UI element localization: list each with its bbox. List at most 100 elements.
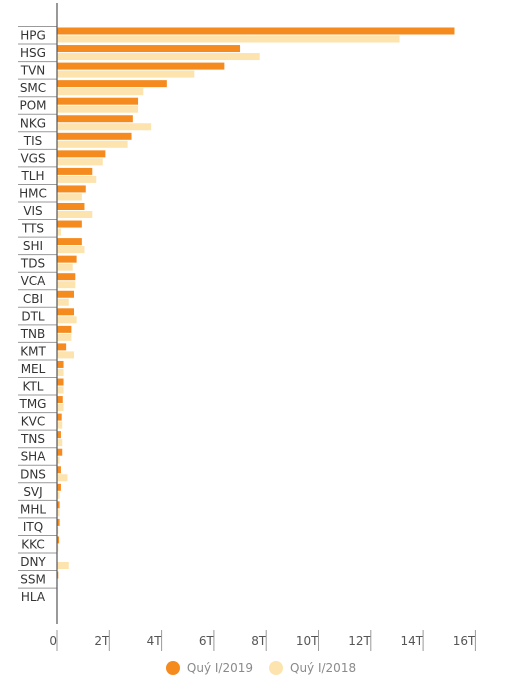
category-label-dns: DNS [20, 467, 46, 481]
x-tick-label-14t: 14T [400, 634, 423, 648]
bar-2018-hsg[interactable] [57, 53, 260, 61]
category-label-tlh: TLH [20, 169, 44, 183]
bar-2018-mel[interactable] [57, 368, 64, 376]
bar-2019-hpg[interactable] [57, 27, 455, 35]
category-label-tnb: TNB [20, 327, 46, 341]
bar-2018-tds[interactable] [57, 263, 73, 271]
bar-2018-dns[interactable] [57, 474, 68, 482]
category-label-shi: SHI [23, 239, 43, 253]
x-tick-label-2t: 2T [94, 634, 110, 648]
category-label-mel: MEL [21, 362, 46, 376]
legend-swatch-2019 [165, 661, 180, 675]
bar-2019-tmg[interactable] [57, 396, 63, 404]
x-tick-label-4t: 4T [147, 634, 163, 648]
bar-2018-tmg[interactable] [57, 404, 64, 412]
bar-2018-itq[interactable] [57, 526, 59, 534]
bar-2019-mel[interactable] [57, 360, 64, 368]
legend-label-2018: Quý I/2018 [290, 661, 357, 675]
category-label-pom: POM [19, 99, 46, 113]
bar-2019-svj[interactable] [57, 483, 61, 491]
bar-2018-tis[interactable] [57, 140, 128, 148]
category-label-tts: TTS [21, 222, 44, 236]
bar-2019-pom[interactable] [57, 97, 139, 105]
category-label-kvc: KVC [21, 415, 45, 429]
category-label-cbi: CBI [23, 292, 43, 306]
bar-2018-kmt[interactable] [57, 351, 74, 359]
bar-2019-kmt[interactable] [57, 343, 67, 351]
bar-2019-ssm[interactable] [57, 571, 59, 579]
bar-2019-vca[interactable] [57, 273, 76, 281]
bar-2018-kvc[interactable] [57, 421, 63, 429]
x-tick-label-6t: 6T [199, 634, 215, 648]
bar-2018-vca[interactable] [57, 281, 76, 289]
bar-2019-sha[interactable] [57, 448, 63, 456]
bar-2018-kkc[interactable] [57, 544, 59, 552]
bar-2019-tis[interactable] [57, 132, 132, 140]
category-label-sha: SHA [21, 450, 47, 464]
legend-item-2018[interactable]: Quý I/2018 [269, 661, 356, 675]
bar-2019-kvc[interactable] [57, 413, 62, 421]
category-label-hmc: HMC [19, 186, 47, 200]
bar-2019-smc[interactable] [57, 80, 167, 88]
category-label-tmg: TMG [19, 397, 47, 411]
bar-2018-pom[interactable] [57, 105, 139, 113]
category-label-vgs: VGS [20, 151, 45, 165]
bar-2018-svj[interactable] [57, 491, 60, 499]
bar-2019-hsg[interactable] [57, 45, 241, 53]
bar-2019-shi[interactable] [57, 238, 82, 246]
bar-2019-tts[interactable] [57, 220, 82, 228]
bar-2018-dny[interactable] [57, 562, 69, 569]
bar-2018-tns[interactable] [57, 439, 63, 447]
bar-2018-smc[interactable] [57, 88, 144, 96]
bar-2018-mhl[interactable] [57, 509, 60, 517]
bar-2019-hmc[interactable] [57, 185, 86, 193]
bar-2019-cbi[interactable] [57, 290, 74, 298]
bar-2018-tvn[interactable] [57, 70, 195, 78]
category-label-tds: TDS [20, 257, 45, 271]
bar-2018-tnb[interactable] [57, 333, 72, 341]
bar-2019-tnb[interactable] [57, 325, 72, 333]
bar-2018-nkg[interactable] [57, 123, 152, 131]
bar-2019-dtl[interactable] [57, 308, 74, 316]
x-tick-label-0: 0 [49, 634, 57, 648]
bar-2018-vis[interactable] [57, 211, 93, 218]
category-label-dny: DNY [20, 555, 46, 569]
bar-2018-hmc[interactable] [57, 193, 82, 201]
category-label-itq: ITQ [23, 520, 43, 534]
legend-item-2019[interactable]: Quý I/2019 [165, 661, 253, 675]
bar-2019-vgs[interactable] [57, 150, 106, 158]
bar-2018-vgs[interactable] [57, 158, 103, 166]
category-label-tis: TIS [23, 134, 43, 148]
bar-2018-tlh[interactable] [57, 175, 97, 183]
category-label-nkg: NKG [20, 116, 46, 130]
bar-2018-sha[interactable] [57, 456, 60, 464]
bar-2019-tds[interactable] [57, 255, 77, 263]
category-label-dtl: DTL [21, 309, 45, 323]
bar-2019-mhl[interactable] [57, 501, 60, 509]
bar-2019-dns[interactable] [57, 466, 61, 474]
x-tick-label-8t: 8T [251, 634, 267, 648]
bar-2019-itq[interactable] [57, 518, 60, 526]
bar-2019-tvn[interactable] [57, 62, 225, 70]
bar-2018-ktl[interactable] [57, 386, 64, 394]
bar-2018-hpg[interactable] [57, 35, 400, 43]
category-label-hsg: HSG [20, 46, 46, 60]
bar-2019-tlh[interactable] [57, 167, 93, 175]
bar-2019-nkg[interactable] [57, 115, 133, 123]
bar-2018-dtl[interactable] [57, 316, 77, 324]
category-label-vis: VIS [23, 204, 42, 218]
bar-2018-tts[interactable] [57, 228, 61, 236]
bar-2018-shi[interactable] [57, 246, 85, 254]
bar-2018-cbi[interactable] [57, 298, 69, 306]
x-tick-label-10t: 10T [296, 634, 319, 648]
bar-2019-vis[interactable] [57, 203, 85, 210]
bar-2019-ktl[interactable] [57, 378, 64, 386]
category-label-hla: HLA [21, 590, 46, 604]
category-label-ktl: KTL [23, 380, 44, 394]
bar-2019-tns[interactable] [57, 431, 61, 439]
bar-2019-kkc[interactable] [57, 536, 60, 544]
category-label-smc: SMC [20, 81, 46, 95]
category-label-mhl: MHL [20, 502, 46, 516]
